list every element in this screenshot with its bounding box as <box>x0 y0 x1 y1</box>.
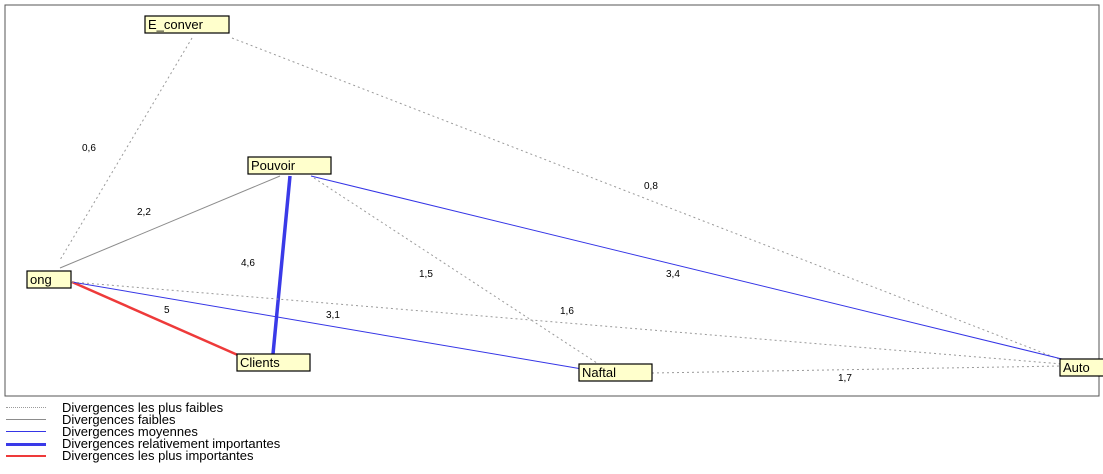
edge-pouvoir-auto <box>310 175 1067 361</box>
legend-label: Divergences faibles <box>62 412 176 427</box>
edge-ong-auto <box>71 281 1063 365</box>
edge-e-conver-ong <box>59 37 193 261</box>
legend-swatch <box>6 431 46 432</box>
edge-pouvoir-naftal <box>313 177 601 366</box>
edge-ong-clients <box>71 280 241 358</box>
legend-item-moyennes: Divergences moyennes <box>6 424 606 439</box>
node-box <box>236 353 311 372</box>
legend-label: Divergences les plus faibles <box>62 400 224 415</box>
node-e-conver: E_conver <box>144 15 230 34</box>
edge-value-label: 1,6 <box>560 306 574 317</box>
node-label: Clients <box>240 355 280 370</box>
legend-item-faibles: Divergences faibles <box>6 412 606 427</box>
legend-item-plus-faibles: Divergences les plus faibles <box>6 400 606 415</box>
node-label: Auto <box>1063 360 1090 375</box>
legend-label: Divergences relativement importantes <box>62 436 281 451</box>
node-box <box>144 15 230 34</box>
node-label: ong <box>30 272 52 287</box>
edge-value-label: 5 <box>164 305 170 316</box>
node-label: Pouvoir <box>251 158 296 173</box>
edge-value-label: 1,7 <box>838 373 852 384</box>
node-clients: Clients <box>236 353 311 372</box>
edge-value-label: 3,1 <box>326 310 340 321</box>
legend-swatch <box>6 455 46 457</box>
node-pouvoir: Pouvoir <box>247 156 332 175</box>
node-box <box>1059 358 1103 377</box>
edge-e-conver-auto <box>231 37 1065 362</box>
edge-pouvoir-clients <box>271 175 292 355</box>
legend: Divergences les plus faibles Divergences … <box>6 400 606 463</box>
node-label: Naftal <box>582 365 616 380</box>
node-label: E_conver <box>148 17 204 32</box>
node-box <box>578 363 653 382</box>
edge-naftal-auto <box>651 365 1063 374</box>
actor-map-diagram: 0,6 0,8 2,2 4,6 1,5 3,4 5 3,1 1,6 1,7 E_conver Pou… <box>4 4 1103 397</box>
edge-pouvoir-ong <box>59 175 281 269</box>
legend-swatch <box>6 407 46 408</box>
node-box <box>26 270 72 289</box>
node-auto: Auto <box>1059 358 1103 377</box>
edge-ong-naftal <box>71 281 583 370</box>
edge-value-label: 4,6 <box>241 258 255 269</box>
edge-value-label: 3,4 <box>666 269 680 280</box>
edge-value-label: 2,2 <box>137 207 151 218</box>
node-naftal: Naftal <box>578 363 653 382</box>
node-ong: ong <box>26 270 72 289</box>
edge-value-label: 0,8 <box>644 181 658 192</box>
legend-swatch <box>6 443 46 446</box>
edge-value-label: 1,5 <box>419 269 433 280</box>
node-box <box>247 156 332 175</box>
plot-frame <box>4 4 1100 397</box>
legend-label: Divergences les plus importantes <box>62 448 254 463</box>
edge-value-label: 0,6 <box>82 143 96 154</box>
legend-item-plus-importantes: Divergences les plus importantes <box>6 448 606 463</box>
legend-item-relativement-importantes: Divergences relativement importantes <box>6 436 606 451</box>
legend-label: Divergences moyennes <box>62 424 198 439</box>
legend-swatch <box>6 419 46 420</box>
